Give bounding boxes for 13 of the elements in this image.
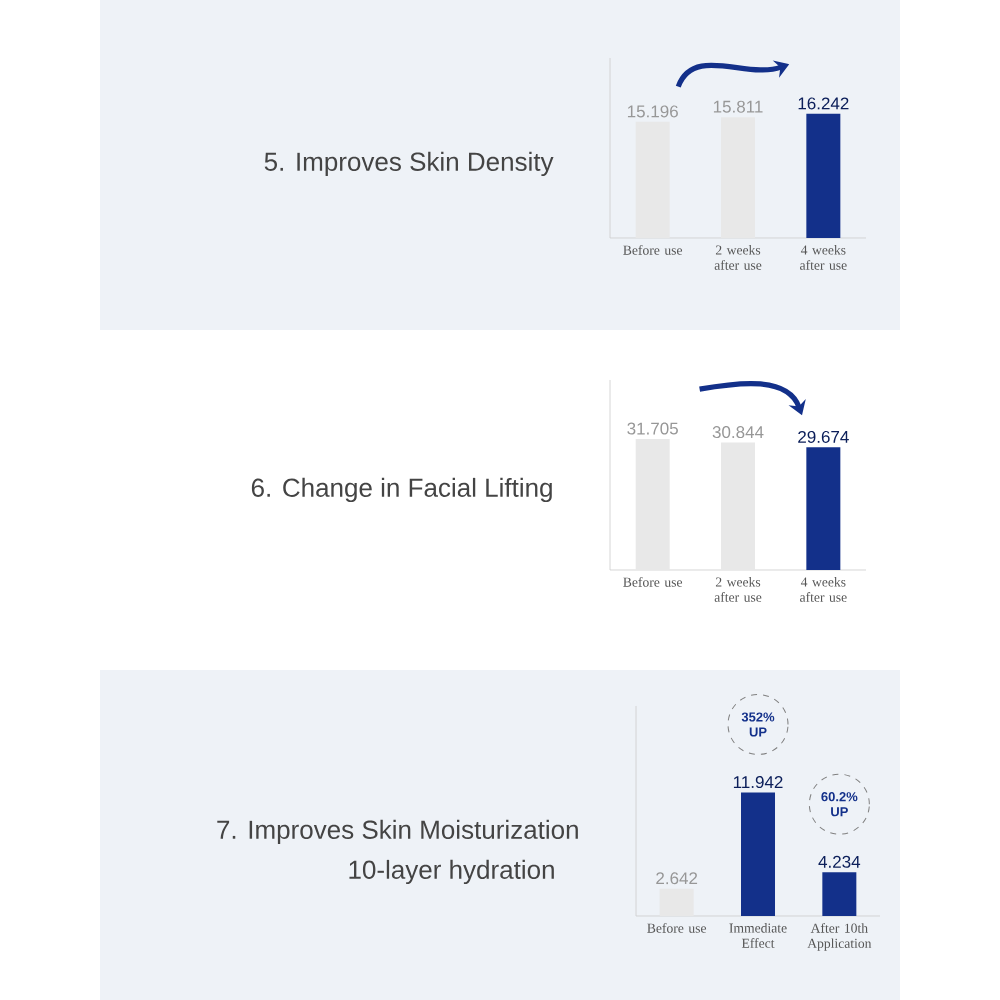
data-label: 29.674 <box>798 430 849 443</box>
data-label: 30.844 <box>712 426 764 439</box>
data-label: 15.811 <box>713 100 763 113</box>
text: 10-layer hydration <box>349 859 554 885</box>
data-label: 2.642 <box>656 872 698 885</box>
data-label: 11.942 <box>733 776 783 789</box>
text: 6. Change in Facial Lifting <box>251 477 552 503</box>
text: 7. Improves Skin Moisturization <box>217 819 578 845</box>
text: 5. Improves Skin Density <box>264 151 554 177</box>
data-label: 4.234 <box>818 855 861 868</box>
data-label: 31.705 <box>627 422 678 435</box>
data-label: 16.242 <box>798 97 849 110</box>
data-label: 15.196 <box>627 105 678 118</box>
